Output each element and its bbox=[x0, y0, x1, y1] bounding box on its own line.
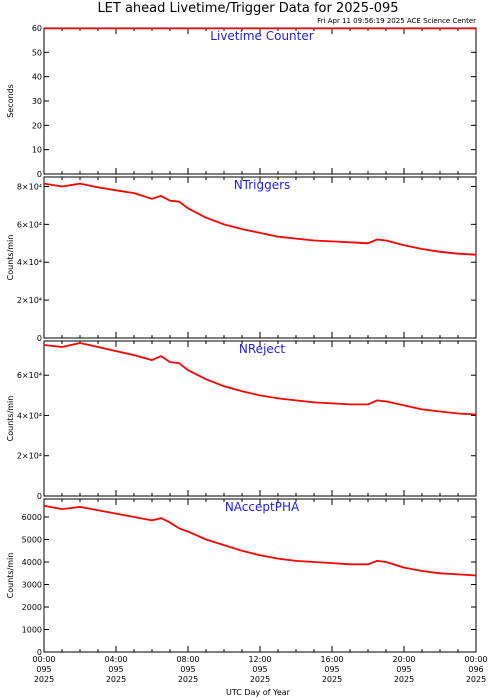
y-tick-label: 6×10⁴ bbox=[17, 371, 42, 380]
y-tick-label: 8×10⁴ bbox=[17, 182, 42, 191]
y-tick-label: 0 bbox=[37, 492, 42, 501]
series-line bbox=[43, 504, 477, 577]
y-tick-label: 10 bbox=[32, 146, 42, 155]
x-tick-label-line: 095 bbox=[36, 665, 51, 674]
y-tick-label: 5000 bbox=[22, 536, 42, 545]
panel-2: 0 2×10⁴ 4×10⁴ 6×10⁴ 8×10⁴ Counts/min NTriggers bbox=[6, 176, 477, 343]
series-line bbox=[43, 342, 477, 416]
series-line bbox=[43, 182, 477, 256]
y-tick-label: 2000 bbox=[22, 603, 42, 612]
x-tick-label-line: 095 bbox=[108, 665, 123, 674]
plot-frame bbox=[43, 340, 477, 497]
y-tick-label: 0 bbox=[37, 170, 42, 179]
x-axis: 00:00095202504:00095202508:00095202512:0… bbox=[32, 655, 487, 684]
plot-frame bbox=[43, 498, 477, 653]
x-axis-label: UTC Day of Year bbox=[226, 688, 291, 697]
panel-title: NAcceptPHA bbox=[225, 500, 300, 514]
chart-title: LET ahead Livetime/Trigger Data for 2025… bbox=[97, 1, 398, 16]
y-tick-label: 0 bbox=[37, 334, 42, 343]
x-tick-label-line: 2025 bbox=[466, 675, 486, 684]
x-tick-label-line: 2025 bbox=[106, 675, 126, 684]
x-tick-label-line: 00:00 bbox=[464, 655, 487, 664]
y-tick-label: 40 bbox=[32, 73, 42, 82]
chart-subtitle: Fri Apr 11 09:56:19 2025 ACE Science Cen… bbox=[317, 17, 476, 25]
plot-frame bbox=[43, 176, 477, 339]
plot-frame bbox=[43, 27, 477, 175]
x-tick-label-line: 096 bbox=[468, 665, 483, 674]
y-tick-label: 4000 bbox=[22, 558, 42, 567]
y-tick-label: 0 bbox=[37, 648, 42, 657]
y-tick-label: 2×10⁴ bbox=[17, 296, 42, 305]
y-tick-label: 2×10⁴ bbox=[17, 452, 42, 461]
x-tick-label-line: 00:00 bbox=[32, 655, 55, 664]
y-tick-label: 6000 bbox=[22, 513, 42, 522]
panel-1: 0 10 20 30 40 50 60 Seconds Livetime Counter bbox=[6, 24, 477, 179]
y-tick-label: 20 bbox=[32, 121, 42, 130]
x-tick-label-line: 20:00 bbox=[392, 655, 415, 664]
y-tick-label: 60 bbox=[32, 24, 42, 33]
x-tick-label-line: 2025 bbox=[322, 675, 342, 684]
panel-title: NTriggers bbox=[234, 178, 291, 192]
panel-4: 0 1000 2000 3000 4000 5000 6000 Counts/min NAcce… bbox=[6, 498, 477, 657]
x-tick-label-line: 12:00 bbox=[248, 655, 271, 664]
x-tick-label-line: 095 bbox=[180, 665, 195, 674]
panel-title: NReject bbox=[239, 342, 285, 356]
panels: 0 10 20 30 40 50 60 Seconds Livetime Counter 0 2×1… bbox=[6, 24, 477, 657]
y-axis-label: Counts/min bbox=[6, 396, 15, 442]
y-tick-label: 3000 bbox=[22, 581, 42, 590]
x-tick-label-line: 04:00 bbox=[104, 655, 127, 664]
x-tick-label-line: 2025 bbox=[178, 675, 198, 684]
x-tick-label-line: 2025 bbox=[394, 675, 414, 684]
panel-3: 0 2×10⁴ 4×10⁴ 6×10⁴ Counts/min NReject bbox=[6, 340, 477, 501]
y-axis-label: Counts/min bbox=[6, 553, 15, 599]
x-tick-label-line: 08:00 bbox=[176, 655, 199, 664]
x-tick-label-line: 16:00 bbox=[320, 655, 343, 664]
y-axis-label: Seconds bbox=[6, 84, 15, 118]
y-tick-label: 1000 bbox=[22, 626, 42, 635]
y-tick-label: 4×10⁴ bbox=[17, 258, 42, 267]
panel-title: Livetime Counter bbox=[210, 29, 313, 43]
x-tick-label-line: 095 bbox=[396, 665, 411, 674]
y-axis-label: Counts/min bbox=[6, 235, 15, 281]
x-tick-label-line: 2025 bbox=[34, 675, 54, 684]
y-tick-label: 4×10⁴ bbox=[17, 411, 42, 420]
y-tick-label: 30 bbox=[32, 97, 42, 106]
y-tick-label: 6×10⁴ bbox=[17, 220, 42, 229]
x-tick-label-line: 095 bbox=[324, 665, 339, 674]
y-tick-label: 50 bbox=[32, 48, 42, 57]
x-tick-label-line: 095 bbox=[252, 665, 267, 674]
x-tick-label-line: 2025 bbox=[250, 675, 270, 684]
